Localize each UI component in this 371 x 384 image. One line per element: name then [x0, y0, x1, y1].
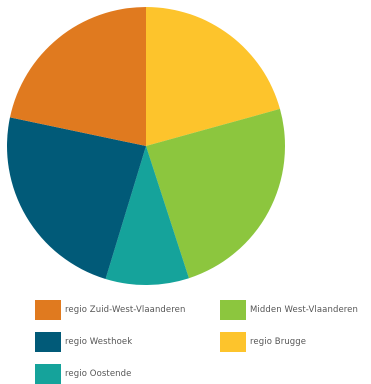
pie-slice-regio-westhoek	[7, 117, 146, 279]
legend-item-midden-west-vlaanderen: Midden West-Vlaanderen	[220, 300, 358, 320]
legend-swatch	[220, 300, 246, 320]
legend-swatch	[35, 300, 61, 320]
pie-slice-midden-west-vlaanderen	[146, 108, 286, 279]
legend-swatch	[35, 364, 61, 384]
legend-label: regio Westhoek	[65, 337, 133, 347]
legend-label: regio Brugge	[250, 337, 307, 347]
legend-label: regio Oostende	[65, 369, 132, 379]
pie-slice-regio-zuid-west-vlaanderen	[9, 7, 147, 146]
legend-item-oostende: regio Oostende	[35, 364, 132, 384]
legend-swatch	[220, 332, 246, 352]
legend-swatch	[35, 332, 61, 352]
pie-slice-regio-brugge	[146, 7, 280, 146]
legend-item-westhoek: regio Westhoek	[35, 332, 132, 352]
legend-item-brugge: regio Brugge	[220, 332, 306, 352]
legend-label: Midden West-Vlaanderen	[250, 305, 359, 315]
pie-chart	[7, 7, 286, 285]
legend-item-zuid-west-vlaanderen: regio Zuid-West-Vlaanderen	[35, 300, 185, 320]
pie-slice-regio-oostende	[105, 146, 189, 285]
legend-label: regio Zuid-West-Vlaanderen	[65, 305, 186, 315]
